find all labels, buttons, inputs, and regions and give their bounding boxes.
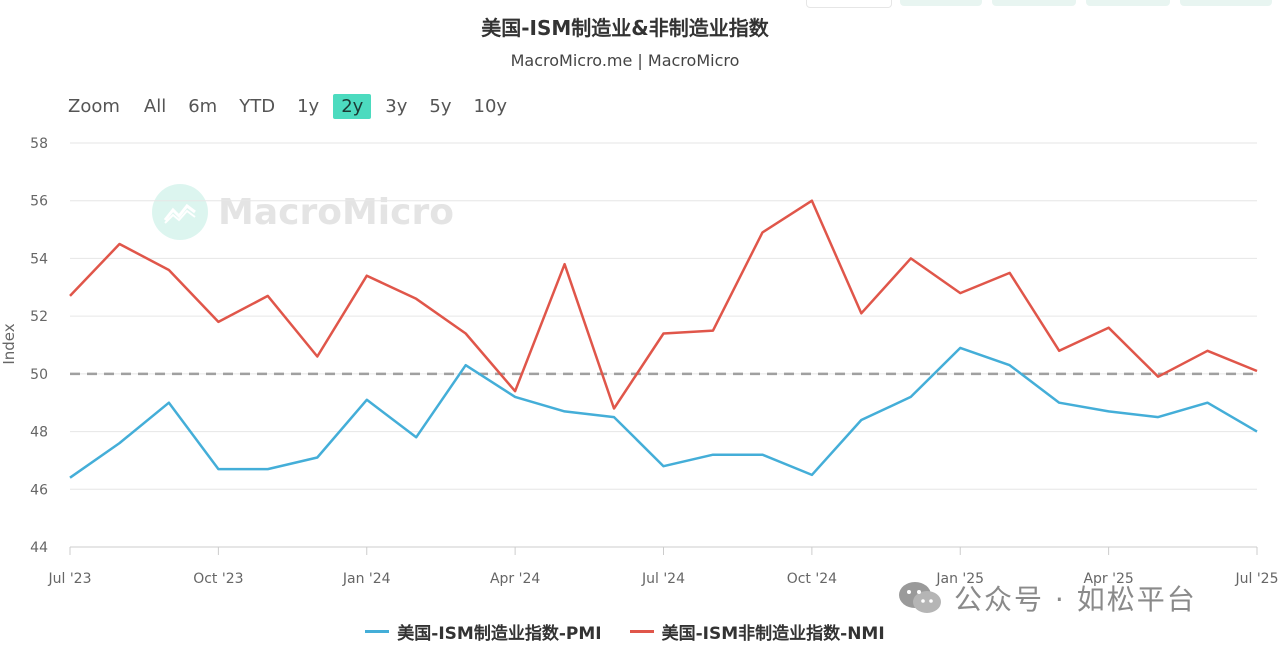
x-tick-label: Jan '25: [935, 571, 984, 587]
y-tick-label: 54: [30, 251, 48, 267]
range-all-button[interactable]: All: [143, 96, 167, 117]
y-tick-label: 56: [30, 194, 48, 210]
series-lines: [69, 199, 1258, 479]
top-button-2[interactable]: [900, 0, 982, 6]
watermark-text: MacroMicro: [218, 191, 454, 233]
top-button-1[interactable]: [806, 0, 892, 8]
legend-label-pmi: 美国-ISM制造业指数-PMI: [397, 624, 602, 644]
macromicro-logo-icon: [152, 184, 208, 240]
y-tick-label: 52: [30, 309, 48, 325]
range-2y-button[interactable]: 2y: [333, 94, 372, 119]
top-button-4[interactable]: [1086, 0, 1170, 6]
chart-title: 美国-ISM制造业&非制造业指数: [481, 16, 769, 40]
range-1y-button[interactable]: 1y: [297, 96, 320, 117]
y-tick-label: 44: [30, 540, 48, 556]
x-tick-label: Jul '23: [47, 571, 91, 587]
range-6m-button[interactable]: 6m: [188, 96, 218, 117]
chart-legend: 美国-ISM制造业指数-PMI 美国-ISM非制造业指数-NMI: [0, 619, 1250, 644]
x-tick-label: Oct '24: [787, 571, 837, 587]
pmi-line: [69, 346, 1258, 479]
y-tick-label: 58: [30, 136, 48, 152]
x-tick-label: Apr '25: [1083, 571, 1133, 587]
top-button-5[interactable]: [1180, 0, 1272, 6]
range-ytd-button[interactable]: YTD: [239, 96, 276, 117]
range-5y-button[interactable]: 5y: [429, 96, 452, 117]
x-tick-label: Jul '24: [641, 571, 685, 587]
zoom-label: Zoom: [68, 96, 120, 117]
x-tick-label: Apr '24: [490, 571, 540, 587]
top-button-3[interactable]: [992, 0, 1076, 6]
zoom-range-selector: Zoom All 6m YTD 1y 2y 3y 5y 10y: [68, 94, 521, 119]
wechat-credit: 公众号 · 如松平台: [896, 578, 1197, 618]
y-tick-label: 46: [30, 482, 48, 498]
legend-item-nmi[interactable]: 美国-ISM非制造业指数-NMI: [629, 619, 885, 644]
x-tick-label: Jan '24: [342, 571, 391, 587]
x-tick-label: Oct '23: [193, 571, 243, 587]
x-tick-label: Jul '25: [1234, 571, 1278, 587]
y-axis-ticks: 44 46 48 50 52 54 56 58: [30, 136, 48, 556]
grid-lines: [70, 142, 1257, 548]
y-axis-label: Index: [0, 323, 18, 364]
legend-swatch-nmi: [629, 630, 654, 633]
legend-item-pmi[interactable]: 美国-ISM制造业指数-PMI: [365, 619, 602, 644]
legend-label-nmi: 美国-ISM非制造业指数-NMI: [661, 624, 885, 644]
x-axis-ticks: Jul '23 Oct '23 Jan '24 Apr '24 Jul '24 Oct '…: [47, 547, 1279, 587]
chart-subtitle: MacroMicro.me | MacroMicro: [510, 51, 740, 70]
range-3y-button[interactable]: 3y: [385, 96, 408, 117]
macromicro-watermark: MacroMicro: [152, 184, 454, 240]
range-10y-button[interactable]: 10y: [473, 96, 508, 117]
legend-swatch-pmi: [365, 630, 390, 633]
nmi-line: [69, 199, 1258, 410]
y-tick-label: 50: [30, 367, 48, 383]
y-tick-label: 48: [30, 425, 48, 441]
credit-text: 公众号 · 如松平台: [954, 583, 1197, 616]
wechat-icon: [899, 582, 941, 613]
